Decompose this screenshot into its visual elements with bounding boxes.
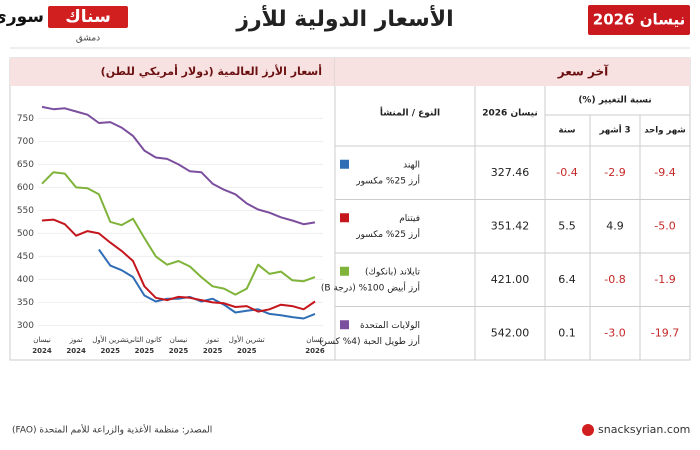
- row-desc: أرز طويل الحبة (4% كسر): [319, 335, 420, 347]
- site-icon: [582, 424, 594, 436]
- series-line: [41, 105, 316, 226]
- date-badge: [588, 5, 690, 35]
- x-tick-label: تشرين الأول: [229, 335, 265, 344]
- y-tick-label: 600: [17, 183, 34, 193]
- price: 542.00: [491, 326, 530, 339]
- legend-swatch: [340, 320, 349, 330]
- price: 351.42: [491, 219, 530, 232]
- x-tick-label: 2024: [32, 347, 52, 355]
- x-tick-label: نيسان: [33, 336, 51, 344]
- row-name: الهند: [403, 160, 420, 170]
- column-header: نسبة التغيير (%): [578, 96, 651, 106]
- row-name: فيتنام: [399, 214, 420, 224]
- plot: 300 350 400 450 500 550 600 650 700 750 نيسان 2024 ت…: [17, 105, 325, 355]
- chart-header: [10, 58, 335, 86]
- change-value: -5.0: [654, 219, 675, 232]
- x-tick-label: كانون الثاني: [127, 336, 162, 344]
- chart-title: أسعار الأرز العالمية (دولار أمريكي للطن): [101, 64, 322, 78]
- y-tick-label: 700: [17, 137, 34, 147]
- date: نيسان 2026: [593, 11, 685, 29]
- change-value: -2.9: [604, 166, 625, 179]
- row-name: الولايات المتحدة: [360, 321, 420, 331]
- legend-swatch: [340, 266, 349, 276]
- change-value: -19.7: [651, 326, 679, 339]
- series-line: [41, 218, 316, 313]
- change-value: -0.4: [556, 166, 577, 179]
- change-value: -0.8: [604, 273, 625, 286]
- series-line: [98, 248, 316, 320]
- series-line: [41, 171, 316, 296]
- price: 421.00: [491, 273, 530, 286]
- source: المصدر: منظمة الأغذية والزراعة للأمم الم…: [12, 424, 212, 436]
- row-desc: أرز 25% مكسور: [355, 174, 420, 186]
- y-tick-label: 650: [17, 160, 34, 170]
- column-header: سنة: [559, 126, 576, 136]
- logo-text: سناك: [65, 7, 111, 27]
- column-header: شهر واحد: [644, 126, 685, 136]
- table: النوع / المنشأ نيسان 2026 نسبة التغيير (%)…: [319, 86, 690, 360]
- legend-swatch: [340, 159, 349, 169]
- legend-swatch: [340, 213, 349, 223]
- column-header: نيسان 2026: [482, 109, 537, 119]
- y-tick-label: 450: [17, 252, 34, 262]
- y-tick-label: 550: [17, 206, 34, 216]
- x-tick-label: تموز: [69, 336, 83, 344]
- change-value: -9.4: [654, 166, 675, 179]
- city: دمشق: [76, 34, 100, 44]
- x-tick-label: 2024: [66, 347, 86, 355]
- change-value: -1.9: [654, 273, 675, 286]
- change-value: -3.0: [604, 326, 625, 339]
- column-header: 3 أشهر: [598, 124, 630, 136]
- y-tick-label: 300: [17, 321, 34, 331]
- title: الأسعار الدولية للأرز: [235, 4, 453, 32]
- table-header: [335, 58, 690, 86]
- x-tick-label: 2026: [305, 347, 325, 355]
- row-name: تايلاند (بانكوك): [365, 267, 421, 277]
- x-tick-label: 2025: [169, 347, 189, 355]
- x-tick-label: نيسان: [306, 336, 324, 344]
- chart-panel: [9, 57, 336, 361]
- site: snacksyrian.com: [598, 423, 690, 436]
- x-tick-label: 2025: [101, 347, 121, 355]
- column-header: النوع / المنشأ: [380, 107, 440, 119]
- change-value: 5.5: [558, 219, 576, 232]
- price: 327.46: [491, 166, 530, 179]
- x-tick-label: تموز: [205, 336, 219, 344]
- change-value: 6.4: [558, 273, 576, 286]
- y-tick-label: 500: [17, 229, 34, 239]
- table-title: آخر سعر: [557, 64, 609, 79]
- change-value: 4.9: [606, 219, 624, 232]
- logo-text: سوري: [0, 7, 44, 27]
- y-tick-label: 350: [17, 298, 34, 308]
- x-tick-label: 2025: [237, 347, 257, 355]
- x-tick-label: نيسان: [170, 336, 188, 344]
- y-tick-label: 400: [17, 275, 34, 285]
- y-tick-label: 750: [17, 114, 34, 124]
- row-desc: أرز أبيض 100% (درجة B): [321, 281, 420, 293]
- x-tick-label: 2025: [203, 347, 223, 355]
- row-desc: أرز 25% مكسور: [355, 228, 420, 240]
- x-tick-label: 2025: [135, 347, 155, 355]
- x-tick-label: تشرين الأول: [92, 335, 128, 344]
- change-value: 0.1: [558, 326, 576, 339]
- logo-box: [48, 6, 128, 28]
